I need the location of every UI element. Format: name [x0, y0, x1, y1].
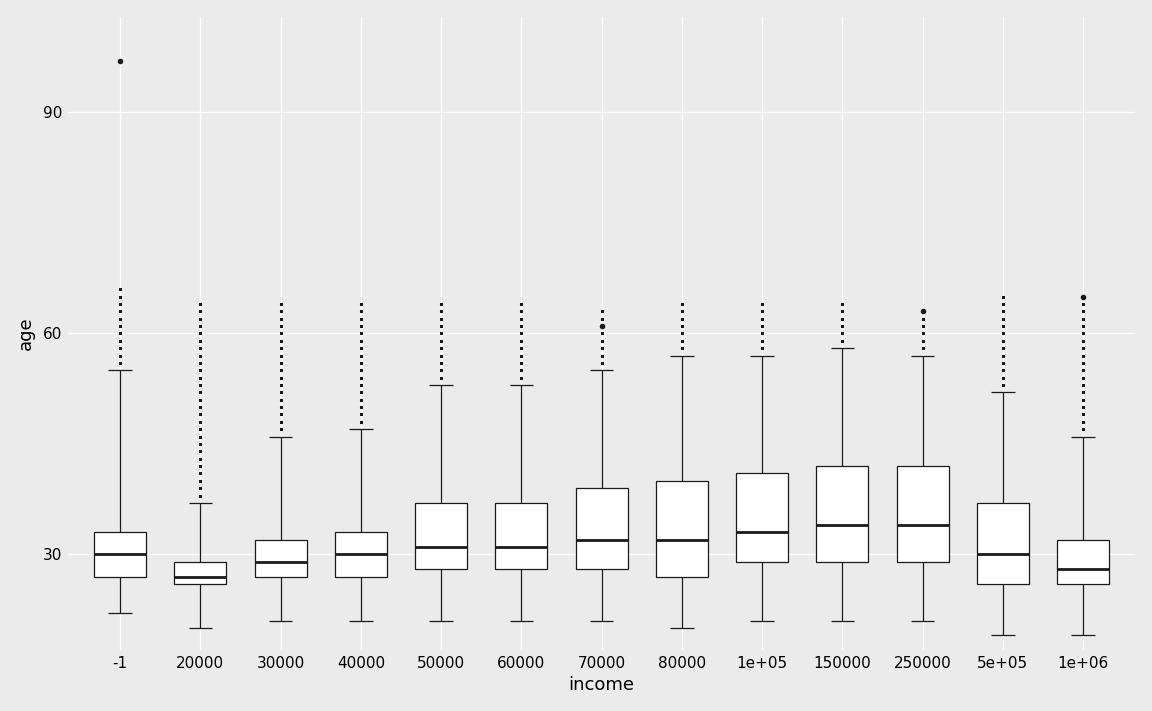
X-axis label: income: income — [569, 676, 635, 695]
Y-axis label: age: age — [16, 316, 35, 351]
Bar — [255, 540, 306, 577]
Bar — [817, 466, 869, 562]
Bar — [655, 481, 708, 577]
Bar — [335, 533, 387, 577]
Bar — [736, 474, 788, 562]
Bar — [174, 562, 227, 584]
Bar — [415, 503, 468, 570]
Bar — [896, 466, 949, 562]
Bar — [94, 533, 146, 577]
Bar — [1058, 540, 1109, 584]
Bar — [495, 503, 547, 570]
Bar — [576, 488, 628, 570]
Bar — [977, 503, 1029, 584]
